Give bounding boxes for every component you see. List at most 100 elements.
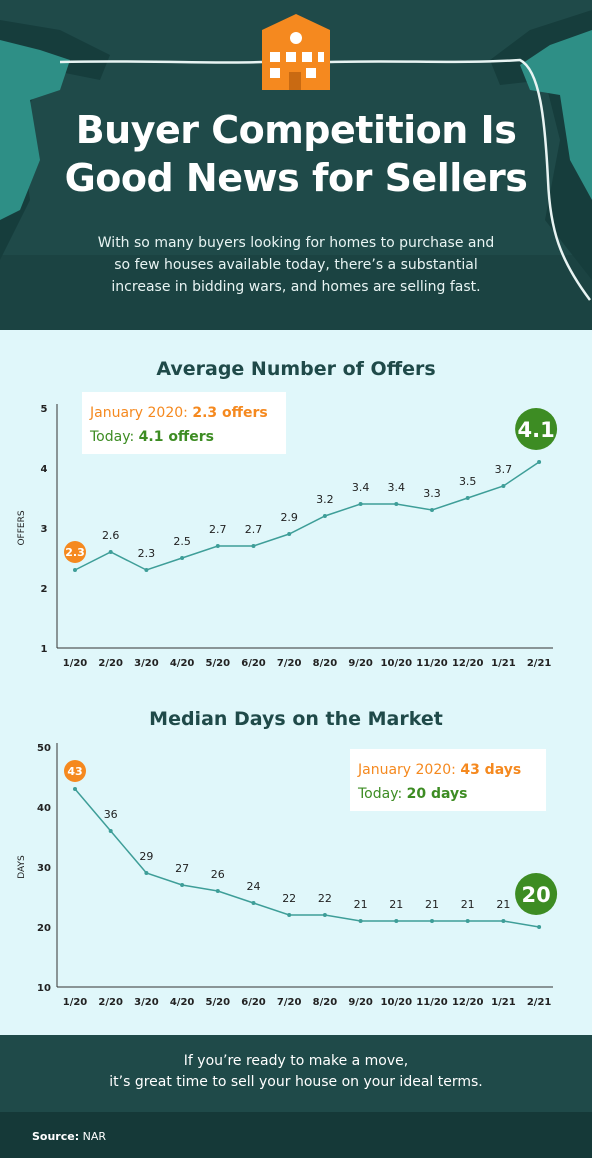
days-chart: 10 20 30 40 50 DAYS 1/20 2/20 3/20 4/20 5/20 6/20 7/… [17,743,558,1008]
page-title: Buyer Competition Is Good News for Selle… [0,106,592,202]
data-point [394,502,399,506]
x-tick-label: 1/21 [491,997,516,1008]
data-label: 22 [282,892,296,905]
data-point [251,901,256,905]
data-point [108,550,113,554]
x-tick-label: 8/20 [313,658,338,669]
x-tick-label: 7/20 [277,658,302,669]
data-label: 2.3 [138,547,156,560]
header-floor [0,255,592,330]
data-point [215,544,220,548]
y-tick-label: 20 [37,923,51,934]
x-tick-label: 4/20 [170,658,195,669]
data-label: 3.7 [495,463,513,476]
source-bar: Source: NAR [0,1112,592,1158]
data-point [144,568,149,572]
footer-message: If you’re ready to make a move, it’s gre… [40,1051,552,1093]
source-value: NAR [82,1130,107,1143]
y-tick-label: 50 [37,743,51,754]
data-point [251,544,256,548]
title-line-1: Buyer Competition Is [75,108,517,152]
source-label: Source: [32,1130,80,1143]
y-axis-label: OFFERS [17,510,27,545]
house-icon [262,14,330,90]
chart-area: Average Number of Offers 1 2 3 4 5 OFFERS 1/20… [0,330,592,1035]
subtitle-line-1: With so many buyers looking for homes to… [97,235,495,251]
x-tick-label: 1/20 [63,997,88,1008]
legend-line-1-value: 2.3 offers [192,405,267,421]
legend-line-2-label: Today: [357,786,407,802]
subtitle-line-2: so few houses available today, there’s a… [114,257,478,273]
data-point [180,556,185,560]
offers-chart: 1 2 3 4 5 OFFERS 1/20 2/20 3/20 4/20 5/20 6/20 7/20 8… [17,392,558,669]
page-subtitle: With so many buyers looking for homes to… [70,232,522,298]
x-tick-label: 6/20 [241,658,266,669]
data-label: 2.6 [102,529,120,542]
legend-line-1: January 2020: 2.3 offers [89,405,268,421]
data-point [73,787,77,791]
data-label: 21 [425,898,439,911]
x-tick-label: 9/20 [348,997,373,1008]
right-figure-front [520,30,592,200]
subtitle-line-3: increase in bidding wars, and homes are … [111,279,481,295]
x-tick-label: 11/20 [416,658,448,669]
y-tick-label: 4 [41,464,48,475]
data-point [465,496,470,500]
data-label: 3.3 [423,487,441,500]
footer-line-2: it’s great time to sell your house on yo… [109,1074,483,1090]
data-point [430,508,434,512]
legend-line-2-value: 4.1 offers [139,429,214,445]
header-banner: Buyer Competition Is Good News for Selle… [0,0,592,330]
series-line [74,788,540,928]
legend-line-2: Today: 4.1 offers [89,429,214,445]
x-tick-label: 11/20 [416,997,448,1008]
series-line [74,461,540,571]
legend-line-2-value: 20 days [407,786,468,802]
first-value-label: 2.3 [65,546,85,559]
data-point [358,502,363,506]
legend-line-1: January 2020: 43 days [357,762,521,778]
first-value-badge [64,760,86,782]
data-label: 27 [175,862,189,875]
data-point [322,514,327,518]
y-tick-label: 5 [41,404,48,415]
data-label: 21 [461,898,475,911]
footer-banner: If you’re ready to make a move, it’s gre… [0,1035,592,1112]
x-tick-label: 12/20 [452,997,484,1008]
x-tick-label: 8/20 [313,997,338,1008]
data-point [108,829,113,833]
x-tick-label: 2/21 [527,997,552,1008]
footer-line-1: If you’re ready to make a move, [183,1053,409,1069]
data-label: 2.7 [245,523,263,536]
data-point [180,883,185,887]
first-value-badge [64,541,86,563]
x-tick-label: 4/20 [170,997,195,1008]
first-value-label: 43 [67,765,82,778]
data-point [430,919,434,923]
legend-box [350,749,546,811]
data-point [537,925,542,929]
data-point [144,871,149,875]
x-tick-label: 1/21 [491,658,516,669]
legend-line-1-label: January 2020: [89,405,192,421]
data-label: 3.5 [459,475,477,488]
data-label: 2.5 [173,535,191,548]
source-credit: Source: NAR [32,1130,106,1143]
x-tick-label: 2/20 [98,658,123,669]
x-tick-label: 2/20 [98,997,123,1008]
data-label: 24 [247,880,261,893]
last-value-badge [515,408,558,450]
x-tick-label: 3/20 [134,997,159,1008]
data-point [322,913,327,917]
data-point [287,913,292,917]
x-tick-label: 9/20 [348,658,373,669]
y-tick-label: 2 [41,584,48,595]
title-line-2: Good News for Sellers [64,156,528,200]
data-label: 3.4 [352,481,370,494]
data-point [358,919,363,923]
data-point [287,532,292,536]
y-tick-label: 10 [37,983,51,994]
data-point [73,568,77,572]
x-tick-label: 10/20 [381,997,413,1008]
y-tick-label: 1 [41,644,48,655]
